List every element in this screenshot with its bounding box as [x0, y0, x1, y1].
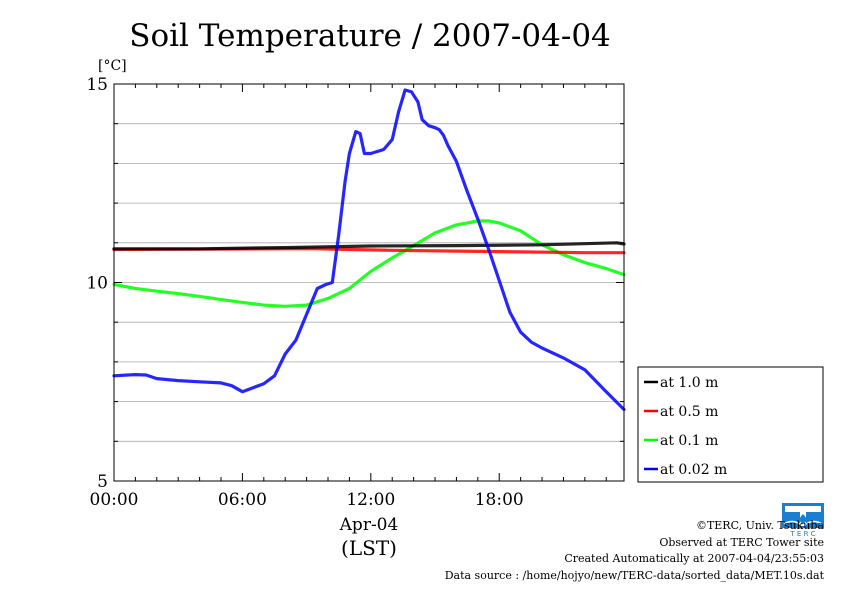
x-axis-sublabel: (LST) [341, 536, 397, 560]
series-line-4 [112, 88, 626, 412]
axis-ticks: 5 10 15 00:00 06:00 12:00 18:00 [86, 75, 624, 510]
series-line-3 [112, 219, 626, 308]
credit-copyright: ©TERC, Univ. Tsukuba [695, 519, 824, 532]
credit-created: Created Automatically at 2007-04-04/23:5… [564, 552, 824, 565]
grid-lines [114, 123, 624, 442]
credit-source: Data source : /home/hojyo/new/TERC-data/… [444, 568, 824, 582]
terc-logo-text: T E R C [789, 530, 815, 538]
y-tick-label: 15 [86, 75, 108, 95]
legend: at 1.0 m at 0.5 m at 0.1 m at 0.02 m [637, 366, 824, 483]
chart-title: Soil Temperature / 2007-04-04 [129, 18, 611, 54]
terc-logo: T E R C [781, 502, 825, 538]
legend-label: at 0.5 m [660, 404, 718, 420]
y-axis-unit: [°C] [98, 58, 127, 74]
legend-label: at 0.1 m [660, 433, 718, 449]
x-axis-label: Apr-04 [339, 515, 399, 535]
legend-label: at 1.0 m [660, 375, 718, 391]
x-tick-label: 18:00 [475, 490, 524, 510]
x-tick-label: 12:00 [346, 490, 395, 510]
x-tick-label: 00:00 [90, 490, 139, 510]
credits: ©TERC, Univ. Tsukuba Observed at TERC To… [445, 518, 824, 584]
series-line-1 [112, 241, 626, 251]
x-tick-label: 06:00 [218, 490, 267, 510]
series-layer [112, 88, 626, 412]
terc-logo-icon: T E R C [782, 503, 824, 538]
legend-box [637, 366, 824, 483]
y-tick-label: 5 [97, 472, 108, 492]
y-tick-label: 10 [86, 274, 108, 294]
credit-site: Observed at TERC Tower site [659, 535, 824, 549]
legend-label: at 0.02 m [660, 462, 727, 478]
